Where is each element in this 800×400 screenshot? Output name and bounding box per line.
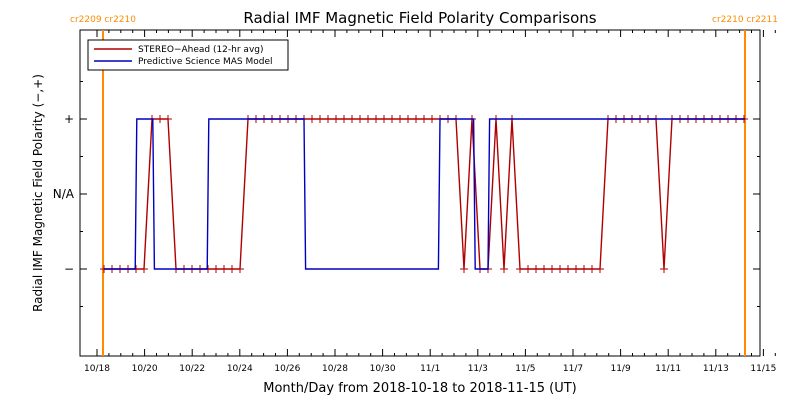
legend: STEREO−Ahead (12-hr avg) Predictive Scien… (87, 39, 289, 71)
series-marker (404, 115, 412, 123)
x-tick-label: 11/11 (655, 364, 681, 374)
series-marker (380, 115, 388, 123)
carrington-label: cr2210 cr2211 (712, 15, 778, 25)
series-marker (580, 265, 588, 273)
series-marker (596, 265, 604, 273)
series-marker (156, 115, 164, 123)
x-tick-label: 10/28 (322, 364, 348, 374)
series-marker (412, 115, 420, 123)
x-tick-label: 10/24 (227, 364, 253, 374)
series-marker (388, 115, 396, 123)
series-marker (516, 265, 524, 273)
x-tick-label: 11/3 (468, 364, 488, 374)
legend-label: Predictive Science MAS Model (138, 57, 273, 67)
carrington-rotation-labels: cr2209 cr2210 cr2210 cr2211 (70, 15, 778, 25)
series-marker (364, 115, 372, 123)
legend-label: STEREO−Ahead (12-hr avg) (138, 45, 264, 55)
series-marker (532, 265, 540, 273)
series-marker (556, 265, 564, 273)
series-marker (308, 115, 316, 123)
series-marker (572, 265, 580, 273)
series-marker (428, 115, 436, 123)
x-tick-label: 10/20 (132, 364, 158, 374)
x-axis: 10/18 10/20 10/22 10/24 10/26 10/28 10/30 11/1 1… (84, 30, 776, 374)
x-tick-label: 11/13 (703, 364, 729, 374)
series-marker (420, 115, 428, 123)
series-marker (460, 265, 468, 273)
x-tick-label: 10/18 (84, 364, 110, 374)
series-marker (588, 265, 596, 273)
y-axis-label: Radial IMF Magnetic Field Polarity (−,+) (31, 74, 45, 312)
series-marker (228, 265, 236, 273)
y-tick-label: − (64, 262, 74, 276)
y-axis: + N/A − (53, 81, 760, 307)
series-marker (164, 115, 172, 123)
x-tick-label: 11/5 (515, 364, 535, 374)
series-marker (220, 265, 228, 273)
series-marker (548, 265, 556, 273)
series-marker (524, 265, 532, 273)
y-tick-label: + (64, 112, 74, 126)
legend-box (87, 39, 289, 71)
series-marker (396, 115, 404, 123)
x-tick-label: 11/7 (563, 364, 583, 374)
x-tick-label: 10/22 (179, 364, 205, 374)
carrington-rotation-lines (102, 30, 746, 356)
series-line (104, 118, 745, 270)
series-marker (356, 115, 364, 123)
series-marker (324, 115, 332, 123)
series-marker (340, 115, 348, 123)
x-tick-label: 11/15 (750, 364, 776, 374)
series-marker (140, 265, 148, 273)
series-line (104, 118, 744, 270)
series-marker (212, 265, 220, 273)
series-marker (660, 265, 668, 273)
x-tick-label: 11/1 (420, 364, 440, 374)
x-tick-label: 10/30 (370, 364, 396, 374)
series-marker (348, 115, 356, 123)
chart-title: Radial IMF Magnetic Field Polarity Compa… (243, 9, 596, 27)
x-axis-label: Month/Day from 2018-10-18 to 2018-11-15 … (263, 381, 576, 396)
series-marker (540, 265, 548, 273)
y-tick-label: N/A (53, 187, 75, 201)
series-layer (100, 115, 748, 273)
carrington-label: cr2209 cr2210 (70, 15, 136, 25)
x-tick-label: 11/9 (610, 364, 630, 374)
series-marker (236, 265, 244, 273)
plot-frame (79, 29, 761, 357)
series-marker (332, 115, 340, 123)
x-tick-label: 10/26 (274, 364, 300, 374)
series-marker (316, 115, 324, 123)
series-marker (500, 265, 508, 273)
series-marker (372, 115, 380, 123)
series-marker (564, 265, 572, 273)
